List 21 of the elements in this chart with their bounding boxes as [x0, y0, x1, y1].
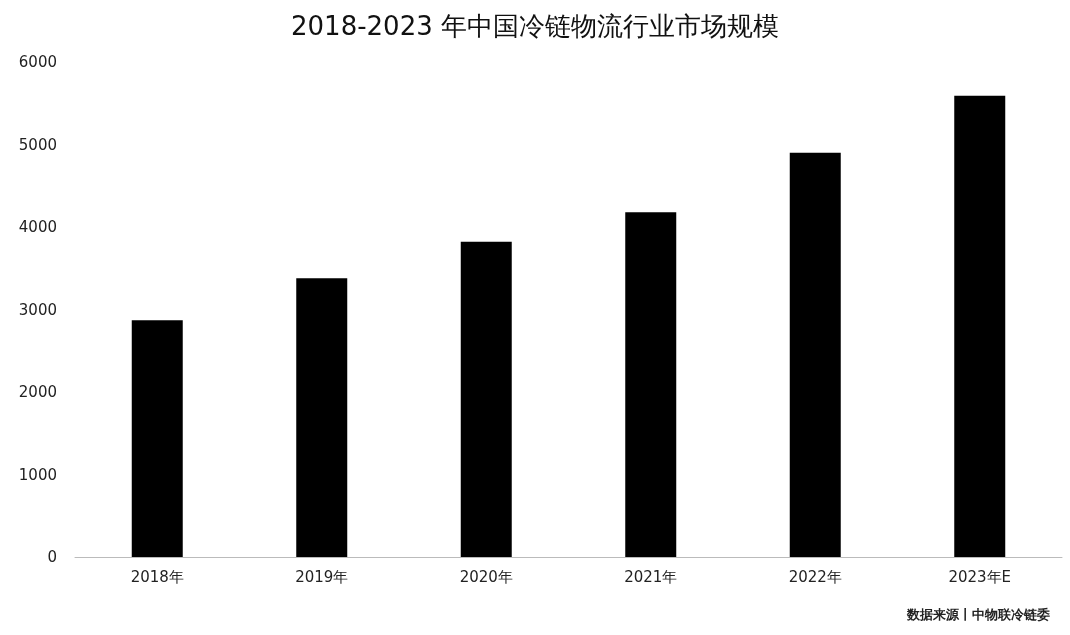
- x-tick-label: 2021年: [624, 567, 678, 586]
- y-tick-label: 4000: [18, 218, 57, 236]
- y-tick-label: 1000: [18, 465, 57, 484]
- y-tick-label: 6000: [18, 53, 57, 71]
- text: 数据来源丨中物联冷链委: [906, 607, 1050, 622]
- x-tick-label: 2020年: [459, 567, 513, 586]
- bar: [954, 95, 1006, 557]
- y-tick-label: 5000: [18, 135, 57, 154]
- x-tick-label: 2022年: [788, 567, 842, 586]
- y-tick-label: 3000: [18, 300, 57, 319]
- bar: [460, 241, 512, 557]
- x-tick-label: 2018年: [130, 567, 184, 586]
- chart-title: 2018-2023 年中国冷链物流行业市场规模: [291, 11, 779, 41]
- x-tick-label: 2023年E: [948, 567, 1012, 586]
- y-tick-label: 2000: [18, 383, 57, 401]
- x-tick-label: 2019年: [295, 567, 349, 586]
- bar: [131, 320, 183, 557]
- bar: [296, 278, 348, 557]
- y-tick-label: 0: [47, 548, 57, 566]
- bar: [789, 152, 841, 557]
- bar: [625, 212, 677, 557]
